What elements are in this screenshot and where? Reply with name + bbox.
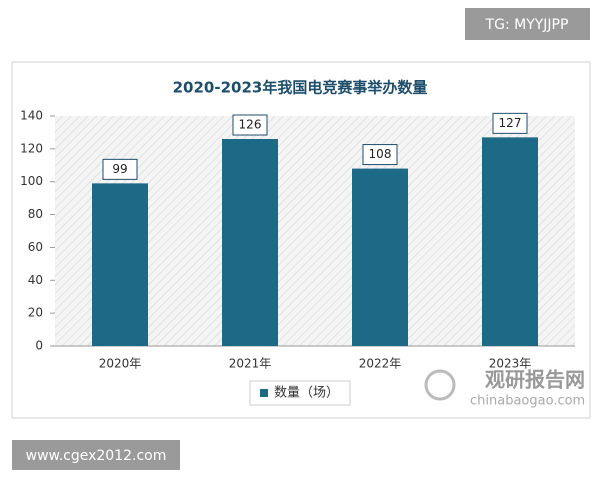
data-label-box: [492, 112, 528, 134]
y-tick-label: 0: [35, 339, 43, 353]
data-label-box: [362, 144, 398, 166]
data-label-box: [232, 114, 268, 136]
bar: [352, 168, 408, 346]
chart-title: 2020-2023年我国电竞赛事举办数量: [173, 79, 428, 97]
data-label: 99: [112, 162, 127, 176]
data-label: 126: [239, 118, 262, 132]
watermark-name: 观研报告网: [485, 368, 585, 392]
y-tick-label: 20: [28, 306, 43, 320]
badge-box: [12, 440, 180, 470]
legend-swatch: [260, 389, 268, 397]
x-tick-label: 2021年: [229, 357, 272, 371]
watermark-logo: [424, 369, 456, 401]
y-tick-label: 40: [28, 273, 43, 287]
data-label: 127: [499, 116, 522, 130]
y-tick-label: 80: [28, 207, 43, 221]
legend-label: 数量（场）: [274, 386, 339, 401]
y-tick-label: 140: [20, 109, 43, 123]
bar: [222, 139, 278, 346]
x-tick-label: 2023年: [489, 357, 532, 371]
bar: [482, 137, 538, 346]
badge-text: www.cgex2012.com: [26, 448, 167, 464]
watermark-url: chinabaogao.com: [470, 394, 585, 409]
x-tick-label: 2020年: [99, 357, 142, 371]
y-tick-label: 120: [20, 141, 43, 155]
data-label: 108: [369, 147, 392, 161]
badge-text: TG: MYYJJPP: [485, 17, 569, 33]
data-label-box: [102, 158, 138, 180]
badge-box: [465, 8, 590, 40]
y-tick-label: 100: [20, 174, 43, 188]
y-tick-label: 60: [28, 240, 43, 254]
x-tick-label: 2022年: [359, 357, 402, 371]
bar: [92, 183, 148, 346]
